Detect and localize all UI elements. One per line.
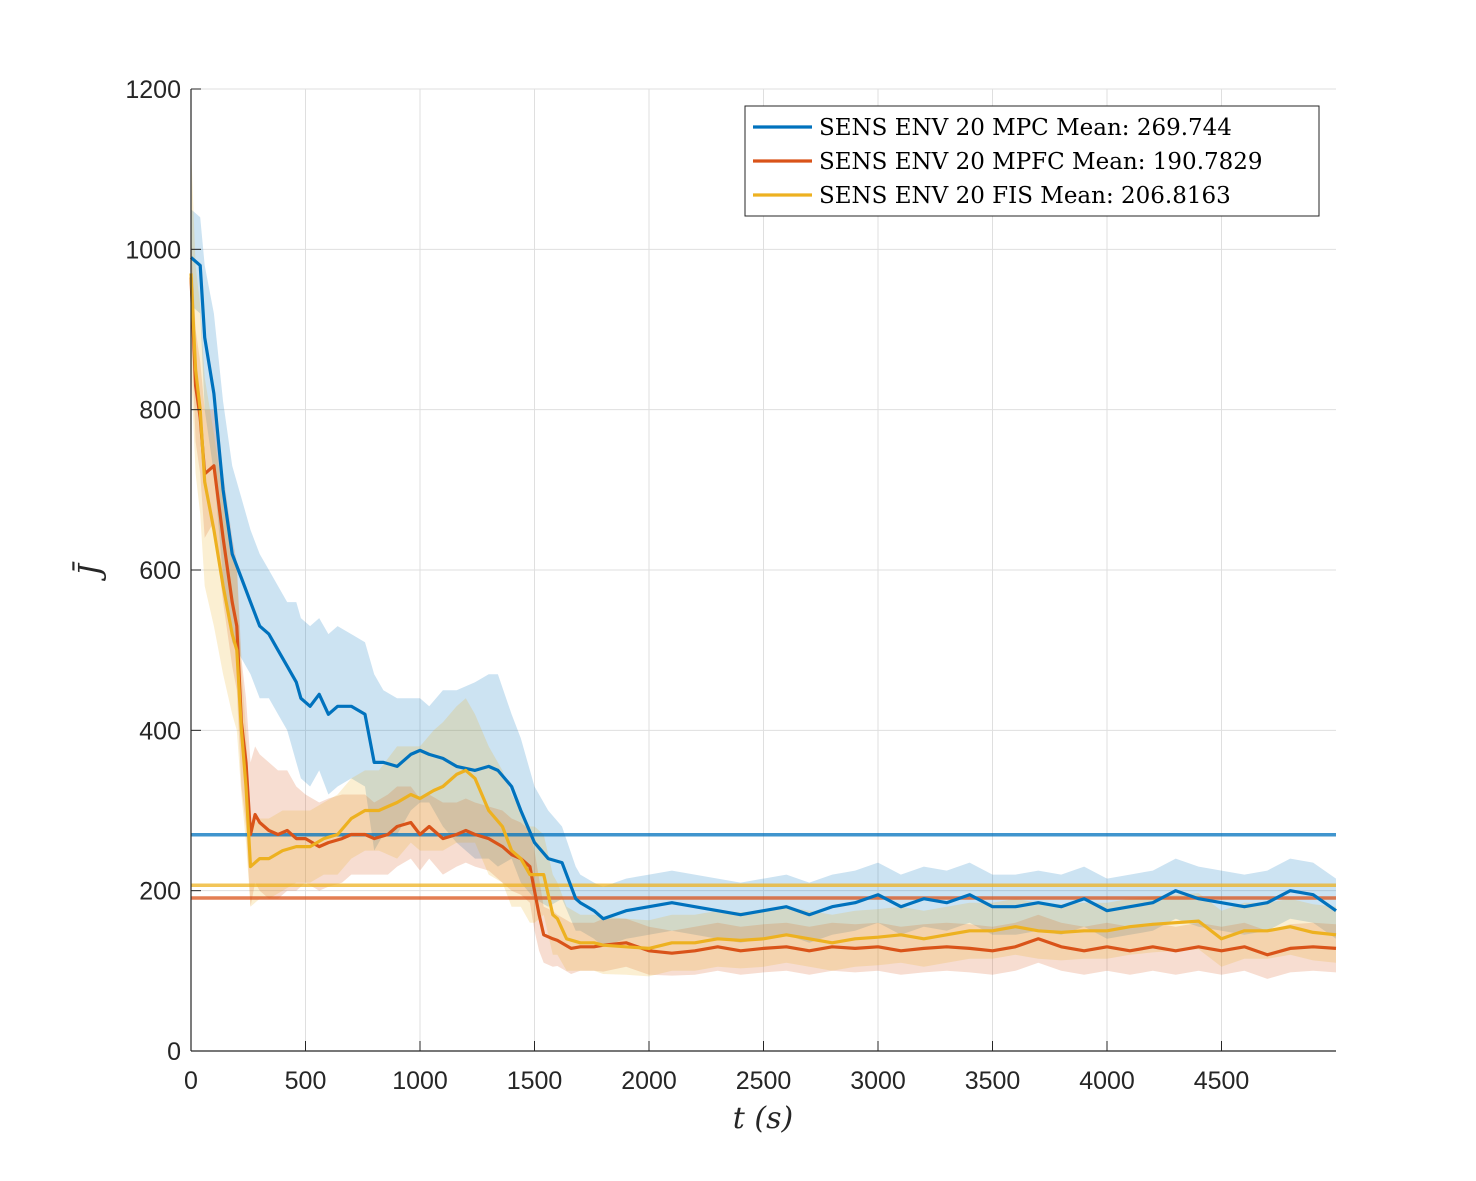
grid xyxy=(191,88,1336,1051)
y-tick-label: 0 xyxy=(167,1038,181,1066)
x-tick-label: 1000 xyxy=(392,1067,448,1095)
y-tick-label: 600 xyxy=(139,557,181,585)
x-tick-label: 500 xyxy=(285,1067,327,1095)
y-tick-label: 1000 xyxy=(125,236,181,264)
legend-label-2: SENS ENV 20 FIS Mean: 206.8163 xyxy=(819,183,1231,209)
y-tick-label: 1200 xyxy=(125,76,181,104)
y-tick-label: 400 xyxy=(139,717,181,745)
x-tick-label: 2000 xyxy=(621,1067,677,1095)
band-series-0 xyxy=(191,209,1336,947)
legend-label-0: SENS ENV 20 MPC Mean: 269.744 xyxy=(819,115,1232,141)
x-tick-label: 4500 xyxy=(1194,1067,1250,1095)
x-axis-title: t (s) xyxy=(733,1101,793,1136)
x-tick-label: 3000 xyxy=(850,1067,906,1095)
line-series-0 xyxy=(189,256,1337,921)
legend: SENS ENV 20 MPC Mean: 269.744 SENS ENV 20… xyxy=(744,105,1320,217)
x-tick-label: 2500 xyxy=(736,1067,792,1095)
legend-box xyxy=(744,105,1320,217)
x-tick-label: 1500 xyxy=(507,1067,563,1095)
y-tick-label: 200 xyxy=(139,878,181,906)
y-axis-title: J̄ xyxy=(72,561,108,582)
x-tick-label: 3500 xyxy=(965,1067,1021,1095)
x-tick-label: 4000 xyxy=(1079,1067,1135,1095)
x-tick-label: 0 xyxy=(184,1067,198,1095)
line-series-1 xyxy=(189,277,1337,957)
series-lines xyxy=(189,256,1337,957)
line-series-2 xyxy=(189,273,1337,951)
y-ticks: 0 200 400 600 800 1000 1200 xyxy=(125,76,201,1066)
legend-label-1: SENS ENV 20 MPFC Mean: 190.7829 xyxy=(819,149,1263,175)
y-tick-label: 800 xyxy=(139,397,181,425)
x-ticks: 0 500 1000 1500 2000 2500 3000 3500 4000 4500 xyxy=(184,1041,1249,1095)
